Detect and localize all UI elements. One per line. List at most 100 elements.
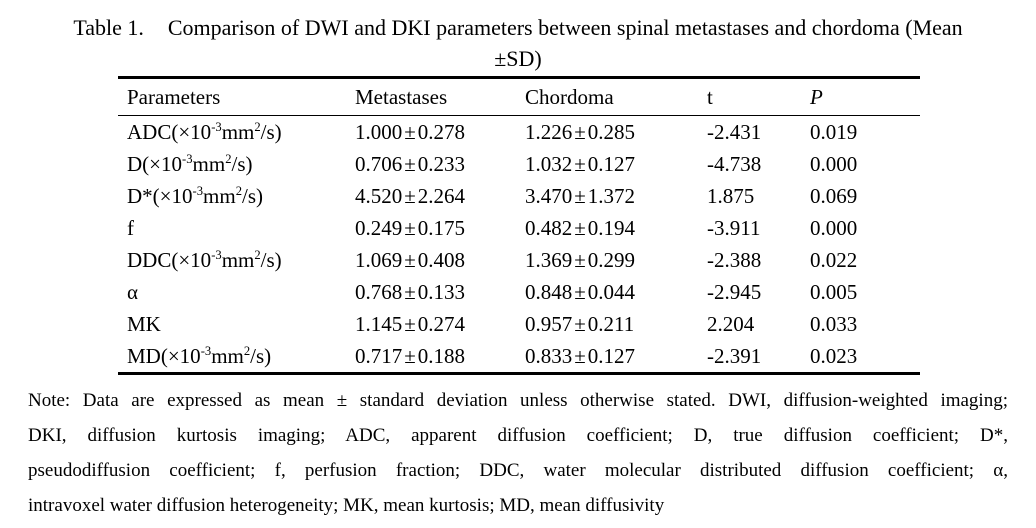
metastases-cell: 1.069±0.408 (355, 247, 466, 272)
plus-minus-sign: ± (574, 151, 586, 176)
plus-minus-sign: ± (404, 151, 416, 176)
p-value-cell: 0.005 (810, 279, 858, 304)
p-value-cell: 0.022 (810, 247, 858, 272)
metastases-cell: 1.145±0.274 (355, 311, 466, 336)
header-p-value: P (810, 84, 823, 109)
superscript-exponent: 2 (254, 119, 261, 134)
plus-minus-sign: ± (574, 247, 586, 272)
table-head: Parameters Metastases Chordoma t P (118, 78, 920, 116)
note-line-1: Note: Data are expressed as mean ± stand… (28, 390, 1008, 411)
parameter-text: D*(×10 (127, 183, 193, 208)
t-value-cell: 1.875 (707, 183, 755, 208)
parameter-cell: α (118, 276, 346, 308)
chordoma-cell: 1.369±0.299 (525, 247, 636, 272)
parameter-cell: f (118, 212, 346, 244)
chordoma-cell: 0.833±0.127 (525, 343, 636, 368)
plus-minus-sign: ± (404, 279, 416, 304)
t-value-cell: -2.945 (707, 279, 762, 304)
p-value-cell: 0.023 (810, 343, 858, 368)
superscript-exponent: -3 (200, 343, 212, 358)
chordoma-cell: 0.482±0.194 (525, 215, 636, 240)
comparison-table: Parameters Metastases Chordoma t P ADC(×… (118, 76, 920, 375)
parameter-text: f (127, 215, 134, 240)
superscript-exponent: 2 (225, 151, 232, 166)
table-row: α 0.768±0.133 0.848±0.044 -2.945 0.005 (118, 276, 920, 308)
parameter-text: /s) (260, 119, 282, 144)
plus-minus-sign: ± (404, 215, 416, 240)
parameter-text: mm (221, 247, 255, 272)
parameter-text: /s) (250, 343, 272, 368)
plus-minus-sign: ± (574, 183, 586, 208)
metastases-cell: 0.706±0.233 (355, 151, 466, 176)
superscript-exponent: 2 (243, 343, 251, 358)
table-row: D*(×10-3mm2/s) 4.520±2.264 3.470±1.372 1.87… (118, 180, 920, 212)
header-parameters: Parameters (127, 84, 221, 109)
parameter-text: ADC(×10 (127, 119, 212, 144)
table-caption-line1: Table 1. Comparison of DWI and DKI parame… (0, 12, 1036, 43)
parameter-text: /s) (260, 247, 282, 272)
parameter-cell: D*(×10-3mm2/s) (118, 180, 346, 212)
table-caption-line2: ±SD) (494, 46, 542, 71)
parameter-text: mm (203, 183, 236, 208)
header-t-statistic: t (707, 84, 713, 109)
table-row: f 0.249±0.175 0.482±0.194 -3.911 0.000 (118, 212, 920, 244)
parameter-text: /s) (241, 183, 263, 208)
plus-minus-sign: ± (404, 183, 416, 208)
plus-minus-sign: ± (574, 119, 586, 144)
superscript-exponent: -3 (211, 247, 222, 262)
p-value-cell: 0.000 (810, 215, 858, 240)
table-row: DDC(×10-3mm2/s) 1.069±0.408 1.369±0.299 -2.… (118, 244, 920, 276)
parameter-text: /s) (231, 151, 253, 176)
chordoma-cell: 3.470±1.372 (525, 183, 636, 208)
chordoma-cell: 0.957±0.211 (525, 311, 635, 336)
table-row: MD(×10-3mm2/s) 0.717±0.188 0.833±0.127 -2.3… (118, 340, 920, 374)
metastases-cell: 0.768±0.133 (355, 279, 466, 304)
plus-minus-sign: ± (404, 343, 416, 368)
table-caption-text: Comparison of DWI and DKI parameters bet… (167, 15, 963, 40)
note-line-2: DKI, diffusion kurtosis imaging; ADC, ap… (28, 425, 1008, 446)
table-number-label: Table 1. (73, 15, 144, 40)
superscript-exponent: -3 (192, 183, 204, 198)
metastases-cell: 0.249±0.175 (355, 215, 466, 240)
plus-minus-sign: ± (574, 311, 586, 336)
plus-minus-sign: ± (404, 247, 416, 272)
t-value-cell: -2.388 (707, 247, 762, 272)
metastases-cell: 4.520±2.264 (355, 183, 466, 208)
parameter-text: DDC(×10 (127, 247, 212, 272)
parameter-cell: MD(×10-3mm2/s) (118, 340, 346, 374)
header-row: Parameters Metastases Chordoma t P (118, 78, 920, 116)
parameter-text: α (127, 279, 139, 304)
parameter-text: MK (127, 311, 161, 336)
p-value-cell: 0.019 (810, 119, 858, 144)
p-value-cell: 0.069 (810, 183, 858, 208)
table-row: D(×10-3mm2/s) 0.706±0.233 1.032±0.127 -4.73… (118, 148, 920, 180)
plus-minus-sign: ± (574, 215, 586, 240)
plus-minus-sign: ± (404, 311, 416, 336)
superscript-exponent: 2 (254, 247, 261, 262)
parameter-text: mm (211, 343, 244, 368)
superscript-exponent: -3 (182, 151, 193, 166)
parameter-cell: ADC(×10-3mm2/s) (118, 116, 346, 149)
p-value-cell: 0.033 (810, 311, 858, 336)
parameter-cell: DDC(×10-3mm2/s) (118, 244, 346, 276)
note-line-4: intravoxel water diffusion heterogeneity… (28, 495, 665, 516)
parameter-text: D(×10 (127, 151, 183, 176)
chordoma-cell: 0.848±0.044 (525, 279, 636, 304)
parameter-text: mm (192, 151, 226, 176)
t-value-cell: -2.391 (707, 343, 762, 368)
plus-minus-sign: ± (574, 343, 586, 368)
header-chordoma: Chordoma (525, 84, 614, 109)
t-value-cell: -2.431 (707, 119, 762, 144)
superscript-exponent: -3 (211, 119, 222, 134)
table-row: ADC(×10-3mm2/s) 1.000±0.278 1.226±0.285 -2.… (118, 116, 920, 149)
t-value-cell: 2.204 (707, 311, 755, 336)
t-value-cell: -4.738 (707, 151, 762, 176)
header-metastases: Metastases (355, 84, 448, 109)
parameter-text: MD(×10 (127, 343, 201, 368)
table-row: MK 1.145±0.274 0.957±0.211 2.204 0.033 (118, 308, 920, 340)
metastases-cell: 0.717±0.188 (355, 343, 466, 368)
plus-minus-sign: ± (574, 279, 586, 304)
chordoma-cell: 1.226±0.285 (525, 119, 636, 144)
table-caption: Table 1. Comparison of DWI and DKI parame… (0, 0, 1036, 74)
